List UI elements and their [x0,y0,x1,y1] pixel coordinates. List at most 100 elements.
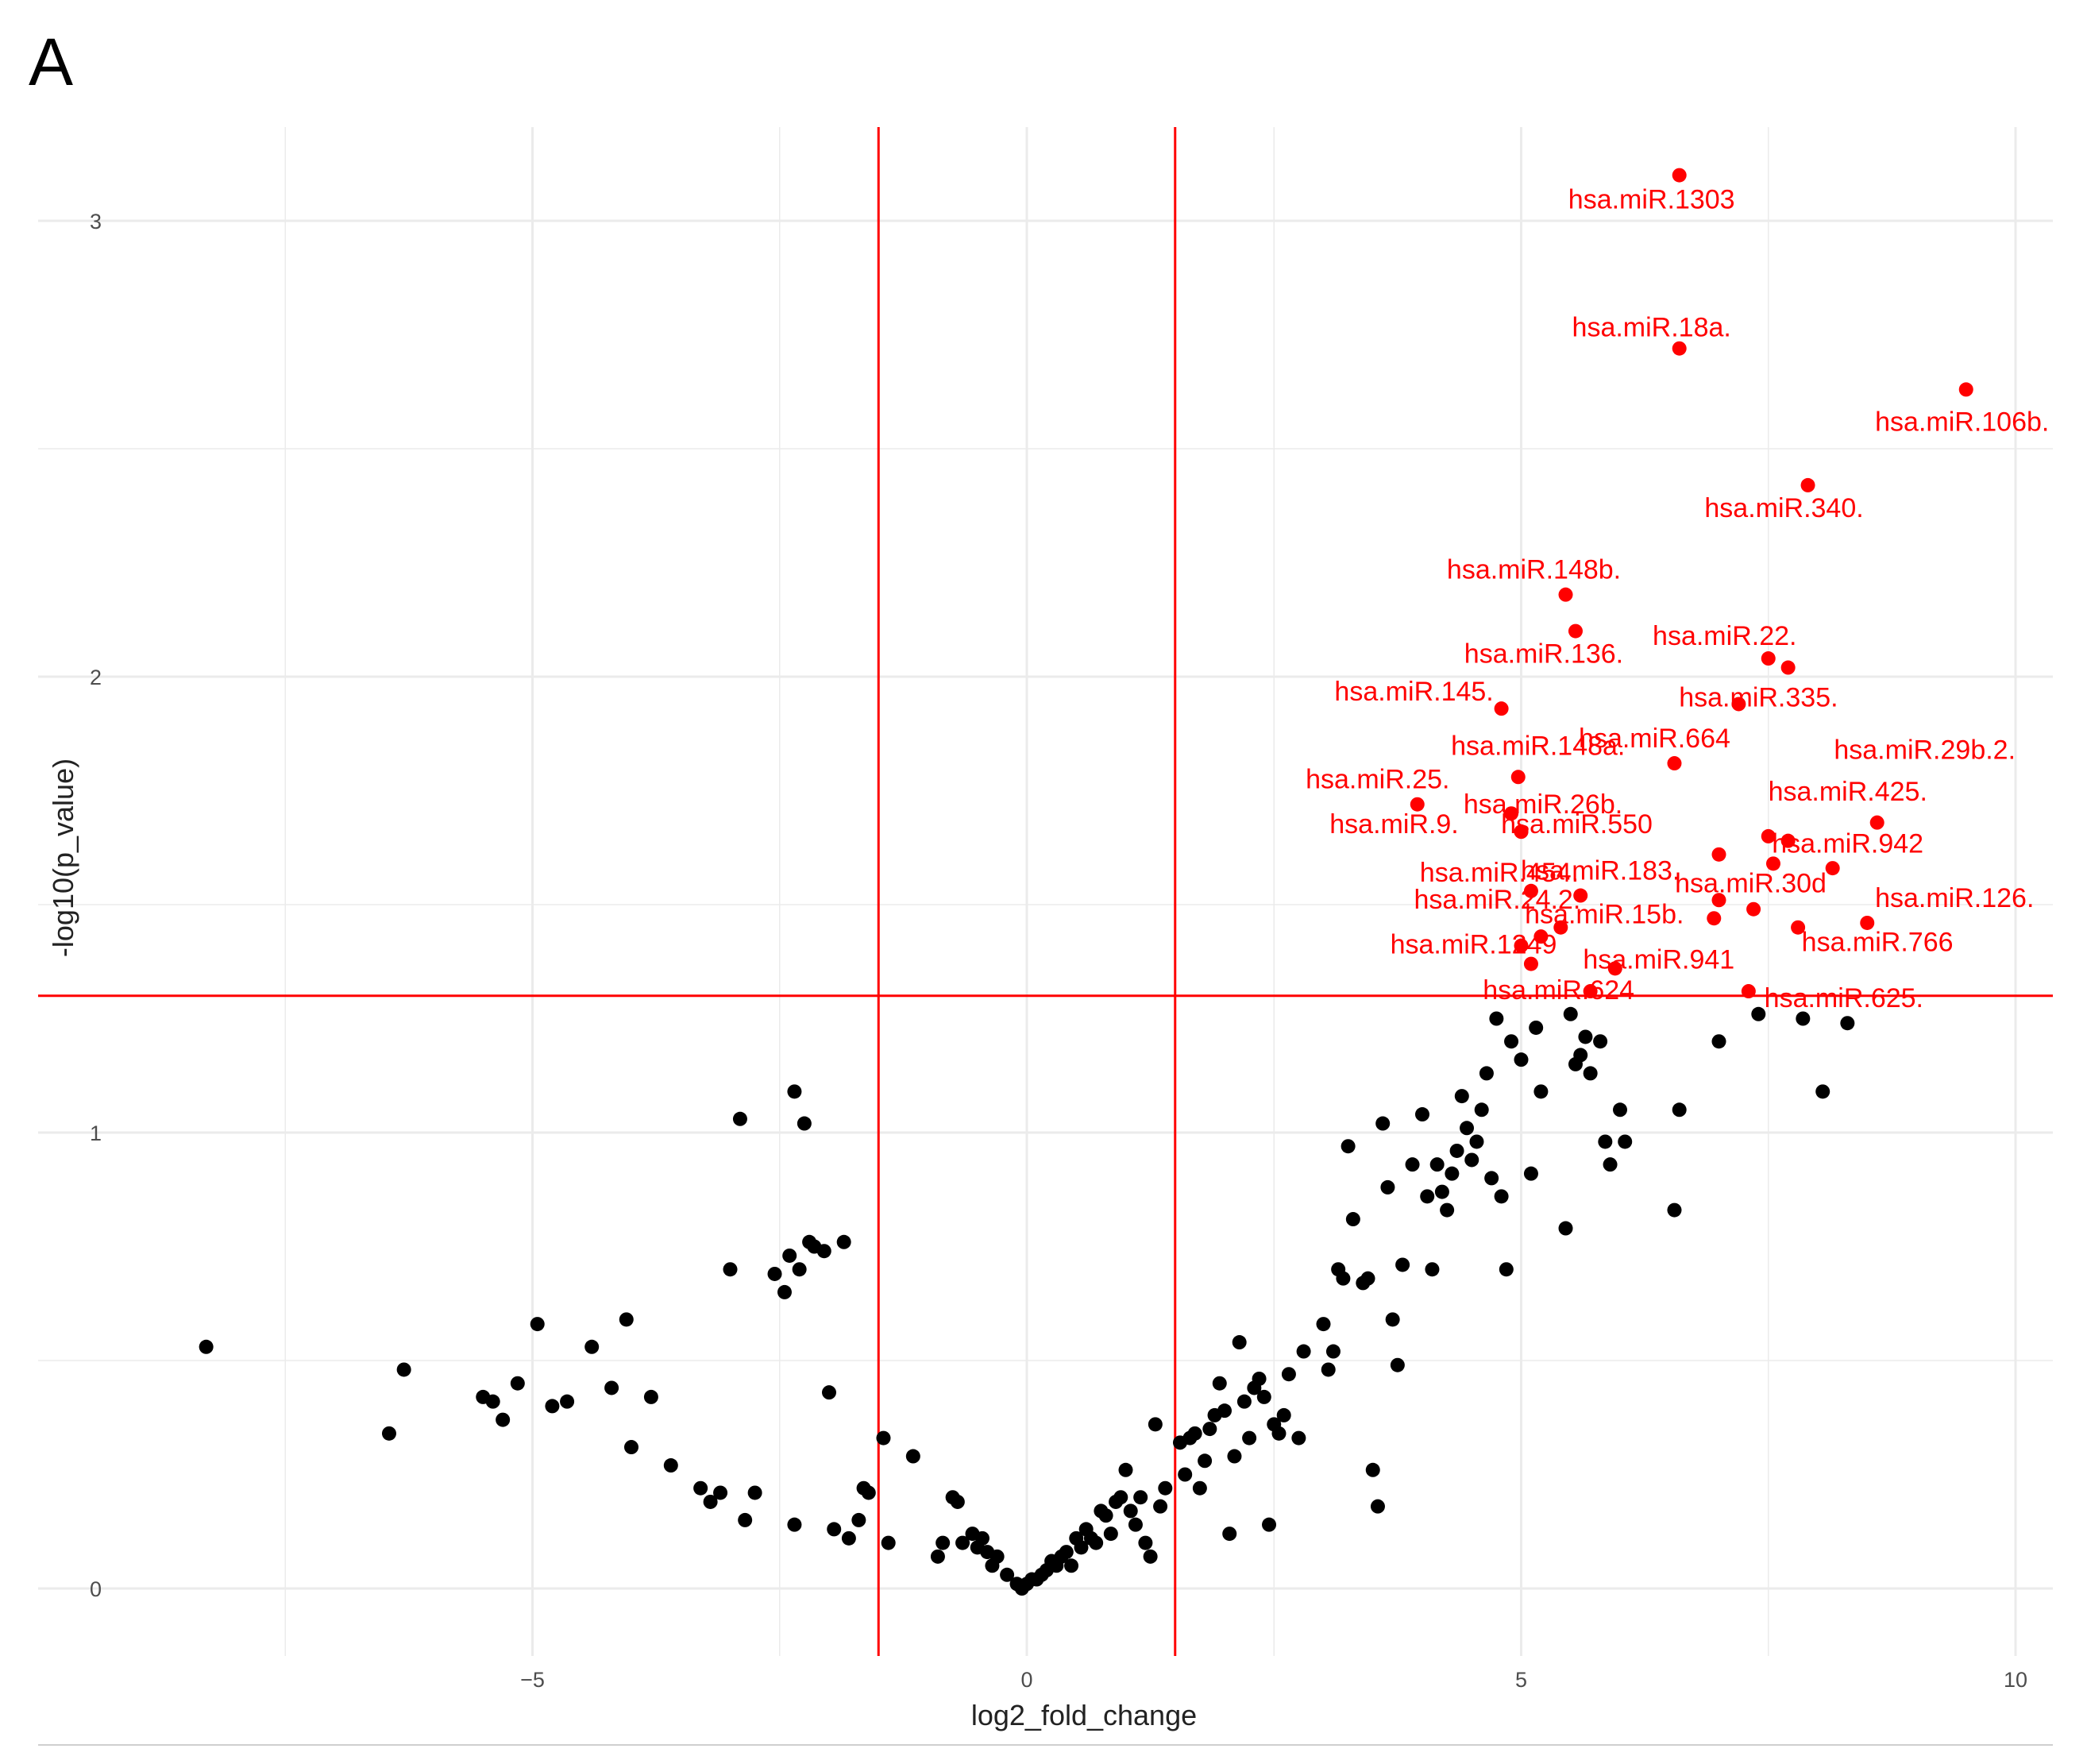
data-point [1198,1453,1213,1469]
data-point [1815,1084,1830,1099]
data-point [1603,1157,1618,1172]
significant-point [1791,920,1806,935]
data-point [1464,1152,1479,1168]
point-label: hsa.miR.664 [1579,724,1730,754]
data-point [1281,1367,1296,1382]
significant-point [1523,956,1538,971]
threshold-lines [38,127,2053,1656]
data-point [1529,1020,1544,1035]
significant-point [1707,911,1722,926]
data-point [1489,1011,1504,1026]
data-point [1479,1066,1494,1081]
data-point [1613,1102,1627,1117]
point-label: hsa.miR.22. [1653,621,1796,651]
significant-point [1711,847,1726,862]
panel-letter: A [29,25,74,99]
data-point [1148,1417,1163,1432]
point-label: hsa.miR.136. [1464,639,1623,670]
point-label: hsa.miR.30d [1675,868,1827,898]
data-point [1074,1540,1089,1555]
significant-points [1410,168,1973,999]
data-point [1098,1508,1113,1523]
data-point [1227,1449,1242,1464]
data-point [1494,1189,1509,1204]
data-point [1618,1134,1633,1149]
data-point [1523,1166,1538,1181]
data-point [1341,1139,1356,1154]
data-point [1345,1212,1360,1227]
data-point [861,1485,876,1500]
data-point [1434,1184,1449,1199]
data-point [1256,1389,1271,1404]
data-point [1395,1257,1410,1272]
data-point [619,1312,634,1327]
data-point [703,1494,718,1509]
data-point [1751,1006,1766,1021]
point-label: hsa.miR.425. [1769,777,1927,807]
data-point [1484,1171,1499,1186]
point-label: hsa.miR.26b. [1464,789,1622,820]
data-point [1103,1527,1118,1542]
data-point [1667,1202,1682,1218]
significant-point [1731,697,1746,712]
data-point [1499,1262,1514,1277]
data-point [1089,1535,1104,1550]
data-point [1425,1262,1440,1277]
point-label: hsa.miR.183. [1521,856,1680,886]
x-tick-label: 10 [2004,1668,2027,1692]
data-point [1128,1517,1143,1532]
significant-point [1583,984,1598,999]
data-point [1460,1121,1475,1136]
data-point [1187,1426,1202,1441]
data-point [1059,1545,1074,1560]
significant-point [1780,660,1796,675]
data-point [1232,1335,1247,1350]
significant-point [1667,756,1682,771]
data-point [792,1262,807,1277]
data-point [693,1480,708,1496]
data-point [663,1458,678,1473]
significant-point [1711,893,1726,908]
data-point [1365,1462,1380,1477]
point-label: hsa.miR.9. [1329,809,1459,840]
data-point [851,1512,866,1527]
significant-point [1607,961,1622,976]
data-point [1573,1048,1588,1063]
data-point [381,1426,396,1441]
data-point [1113,1490,1128,1505]
data-point [560,1394,575,1409]
data-point [1840,1016,1855,1031]
data-point [1440,1202,1455,1218]
data-point [496,1412,511,1427]
data-point [584,1339,600,1354]
x-axis-title: log2_fold_change [971,1699,1197,1731]
data-point [510,1376,525,1391]
x-tick-label: 5 [1515,1668,1527,1692]
data-point [787,1517,802,1532]
data-point [1598,1134,1613,1149]
y-tick-label: 0 [90,1577,102,1601]
point-label: hsa.miR.1249 [1391,930,1557,960]
significant-point [1800,477,1815,492]
x-tick-label: 0 [1020,1668,1032,1692]
data-point [1469,1134,1484,1149]
point-label: hsa.miR.625. [1765,983,1923,1013]
point-label: hsa.miR.941 [1583,944,1734,975]
point-label: hsa.miR.145. [1334,677,1493,707]
point-label: hsa.miR.454. [1420,858,1579,888]
data-point [782,1248,797,1263]
data-point [841,1530,856,1546]
significant-point [1825,861,1840,876]
data-point [604,1380,619,1395]
significant-point [1746,901,1761,917]
data-point [930,1549,945,1564]
data-point [1133,1490,1148,1505]
significant-point [1533,929,1549,944]
data-point [1271,1426,1287,1441]
data-point [876,1430,891,1446]
data-point [881,1535,896,1550]
data-point [827,1522,842,1537]
data-point [1316,1317,1331,1332]
point-label: hsa.miR.335. [1679,682,1838,712]
significant-point [1514,938,1529,953]
